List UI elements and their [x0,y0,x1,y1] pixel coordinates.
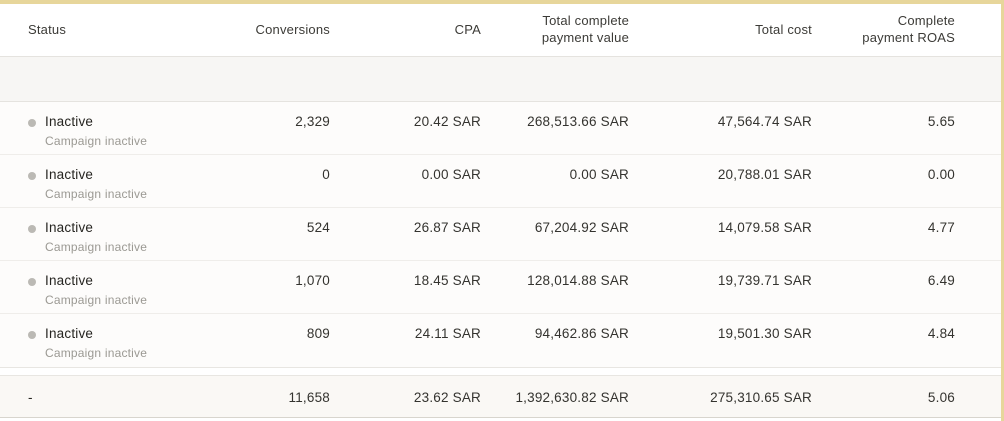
totals-cpa: 23.62 SAR [413,390,481,405]
status-dot-icon [28,225,36,233]
payment-value: 0.00 SAR [569,167,629,182]
totals-total-cost: 275,310.65 SAR [710,390,812,405]
status-cell: Inactive Campaign inactive [0,314,210,367]
cpa-value: 26.87 SAR [413,220,481,235]
status-detail: Campaign inactive [45,187,148,202]
roas-value: 6.49 [927,273,955,288]
column-header-cpa[interactable]: CPA [454,21,481,37]
status-label: Inactive [45,273,94,288]
table-header-row: Status Conversions CPA Total complete pa… [0,4,1001,56]
status-cell: Inactive Campaign inactive [0,261,210,313]
total-cost-value: 19,739.71 SAR [717,273,812,288]
total-cost-value: 14,079.58 SAR [717,220,812,235]
column-header-total-cost[interactable]: Total cost [755,21,812,37]
table-row[interactable]: Inactive Campaign inactive 2,329 20.42 S… [0,102,1001,155]
roas-value: 0.00 [927,167,955,182]
status-cell: Inactive Campaign inactive [0,208,210,260]
totals-roas: 5.06 [927,390,955,405]
table-row[interactable]: Inactive Campaign inactive 809 24.11 SAR… [0,314,1001,367]
table-row[interactable]: Inactive Campaign inactive 524 26.87 SAR… [0,208,1001,261]
column-header-roas-label: Complete payment ROAS [862,13,955,45]
totals-separator [0,367,1001,376]
cpa-value: 24.11 SAR [414,326,481,341]
totals-row: - 11,658 23.62 SAR 1,392,630.82 SAR 275,… [0,376,1001,418]
status-label: Inactive [45,167,94,182]
totals-status: - [28,390,33,405]
roas-value: 5.65 [927,114,955,129]
total-cost-value: 20,788.01 SAR [717,167,812,182]
status-label: Inactive [45,220,94,235]
status-dot-icon [28,278,36,286]
totals-payment-value: 1,392,630.82 SAR [515,390,629,405]
roas-value: 4.84 [927,326,955,341]
cpa-value: 20.42 SAR [413,114,481,129]
totals-conversions: 11,658 [288,390,330,405]
status-dot-icon [28,119,36,127]
column-header-payment-value-label: Total complete payment value [541,13,629,45]
conversions-value: 809 [306,326,330,341]
column-header-status[interactable]: Status [28,21,67,37]
conversions-value: 0 [322,167,330,182]
payment-value: 268,513.66 SAR [527,114,629,129]
status-detail: Campaign inactive [45,346,148,361]
status-detail: Campaign inactive [45,134,148,149]
payment-value: 67,204.92 SAR [534,220,629,235]
status-cell: Inactive Campaign inactive [0,102,210,154]
empty-group-band [0,56,1001,102]
column-header-roas[interactable]: Complete payment ROAS [812,13,955,47]
status-dot-icon [28,172,36,180]
conversions-value: 524 [306,220,330,235]
table-body: Inactive Campaign inactive 2,329 20.42 S… [0,102,1001,367]
conversions-value: 1,070 [295,273,330,288]
table-row[interactable]: Inactive Campaign inactive 1,070 18.45 S… [0,261,1001,314]
table-row[interactable]: Inactive Campaign inactive 0 0.00 SAR 0.… [0,155,1001,208]
payment-value: 94,462.86 SAR [534,326,629,341]
payment-value: 128,014.88 SAR [527,273,629,288]
total-cost-value: 47,564.74 SAR [717,114,812,129]
total-cost-value: 19,501.30 SAR [717,326,812,341]
status-detail: Campaign inactive [45,293,148,308]
cpa-value: 0.00 SAR [421,167,481,182]
status-label: Inactive [45,326,94,341]
column-header-conversions[interactable]: Conversions [255,21,330,37]
cpa-value: 18.45 SAR [413,273,481,288]
column-header-payment-value[interactable]: Total complete payment value [481,13,629,47]
conversions-value: 2,329 [295,114,330,129]
roas-value: 4.77 [927,220,955,235]
status-cell: Inactive Campaign inactive [0,155,210,207]
status-detail: Campaign inactive [45,240,148,255]
status-dot-icon [28,331,36,339]
status-label: Inactive [45,114,94,129]
